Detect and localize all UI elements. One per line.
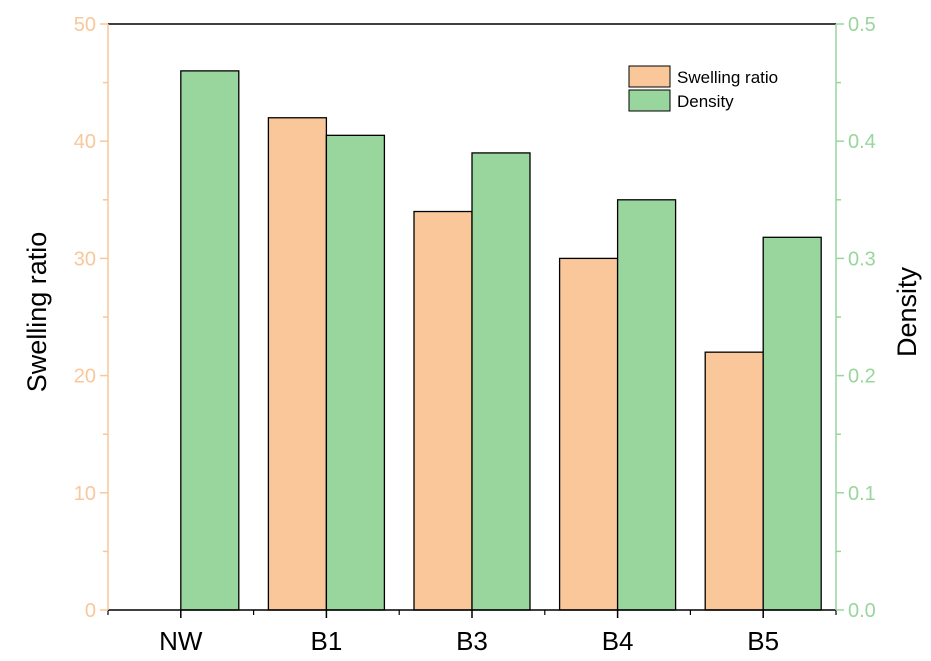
bar-density-nw xyxy=(180,70,240,611)
bar-density-b4 xyxy=(616,199,677,611)
y-left-tick-label-40: 40 xyxy=(74,131,96,153)
y-right-tick-label-0.4: 0.4 xyxy=(848,131,876,153)
legend-swatch-swelling-ratio xyxy=(628,65,671,88)
y-right-tick-label-0.2: 0.2 xyxy=(848,366,876,388)
axis-ticks: NW B1 B3 B4 B5 0 10 20 30 40 50 0.0 0.1 0.2 0.3 0.4 0.5 xyxy=(74,14,876,656)
legend-swatch-density xyxy=(628,89,671,112)
legend-label-swelling-ratio: Swelling ratio xyxy=(677,68,778,87)
y-right-tick-label-0.5: 0.5 xyxy=(848,14,876,36)
legend-label-density: Density xyxy=(677,92,734,111)
x-tick-label-b1: B1 xyxy=(310,626,342,656)
bar-swelling-ratio-b5 xyxy=(704,351,764,611)
bar-density-b1 xyxy=(325,134,386,611)
y-left-tick-label-0: 0 xyxy=(85,600,96,622)
x-tick-label-b4: B4 xyxy=(602,626,634,656)
bar-density-b3 xyxy=(471,152,531,611)
bar-density-b5 xyxy=(762,236,822,611)
bar-swelling-ratio-b1 xyxy=(267,117,328,611)
y-axis-right-title: Density xyxy=(892,266,922,357)
bars-layer xyxy=(180,70,822,611)
bar-swelling-ratio-b3 xyxy=(413,210,473,611)
y-axis-left-title: Swelling ratio xyxy=(22,232,52,393)
y-left-tick-label-50: 50 xyxy=(74,14,96,36)
legend: Swelling ratio Density xyxy=(628,65,778,112)
y-right-tick-label-0.1: 0.1 xyxy=(848,483,876,505)
y-right-tick-label-0.0: 0.0 xyxy=(848,600,876,622)
y-left-tick-label-10: 10 xyxy=(74,483,96,505)
y-left-tick-label-20: 20 xyxy=(74,366,96,388)
x-tick-label-b3: B3 xyxy=(456,626,488,656)
y-left-tick-label-30: 30 xyxy=(74,248,96,270)
y-right-tick-label-0.3: 0.3 xyxy=(848,248,876,270)
x-tick-label-nw: NW xyxy=(159,626,203,656)
x-tick-label-b5: B5 xyxy=(747,626,779,656)
bar-swelling-ratio-b4 xyxy=(558,257,619,611)
